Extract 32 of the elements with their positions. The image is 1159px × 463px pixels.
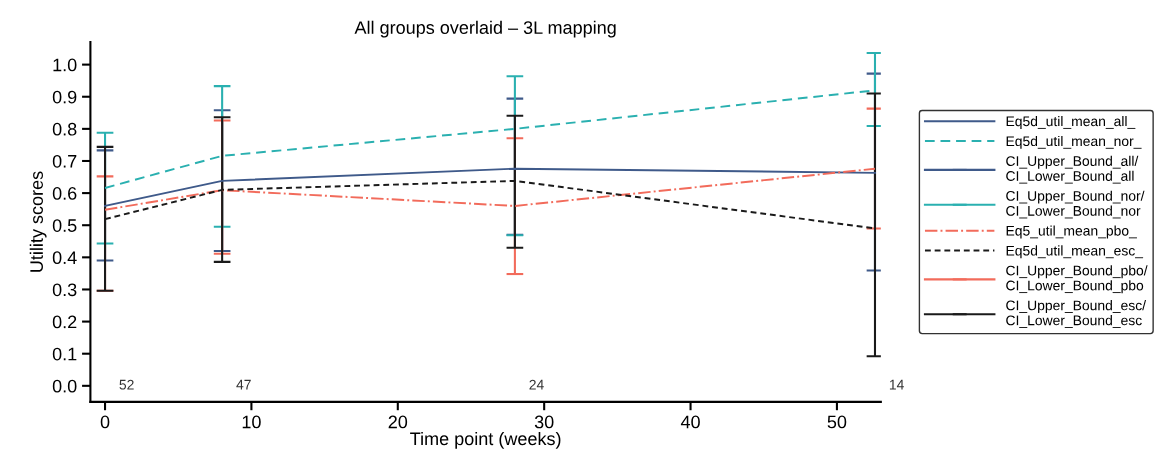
x-tick-label: 20 [388, 415, 408, 429]
y-tick-label: 1.0 [53, 58, 77, 72]
legend-label: Eq5d_util_mean_all_ [1006, 115, 1136, 129]
legend-label: CI_Upper_Bound_all/ CI_Lower_Bound_all [1006, 155, 1139, 184]
x-tick-label: 0 [100, 415, 110, 429]
x-axis-title: Time point (weeks) [410, 431, 561, 449]
y-tick-label: 0.7 [52, 154, 77, 168]
legend-label: Eq5d_util_mean_esc_ [1006, 245, 1144, 259]
legend-label: CI_Upper_Bound_pbo/ CI_Lower_Bound_pbo [1006, 265, 1148, 294]
y-tick-label: 0.9 [52, 90, 77, 104]
y-tick-label: 0.6 [52, 187, 77, 200]
x-tick-label: 50 [827, 415, 847, 429]
annotation: 52 [119, 379, 134, 390]
y-tick-label: 0.5 [52, 219, 77, 232]
legend-label: Eq5d_util_mean_nor_ [1006, 135, 1142, 149]
legend-label: CI_Upper_Bound_nor/ CI_Lower_Bound_nor [1006, 190, 1145, 219]
y-tick-label: 0.2 [52, 315, 77, 329]
y-tick-label: 0.3 [52, 283, 77, 297]
y-tick-label: 0.0 [52, 379, 77, 393]
y-axis-title: Utility scores [29, 171, 47, 272]
annotation: 24 [529, 379, 544, 390]
chart-title: All groups overlaid – 3L mapping [354, 20, 616, 38]
x-tick-label: 40 [680, 415, 700, 429]
x-tick-label: 10 [242, 415, 261, 429]
annotation: 47 [236, 379, 251, 390]
y-tick-label: 0.8 [52, 122, 77, 136]
y-tick-label: 0.1 [52, 347, 77, 361]
legend-label: Eq5_util_mean_pbo_ [1006, 225, 1137, 239]
x-tick-label: 30 [534, 415, 554, 429]
text: 14 [889, 379, 904, 390]
legend-label: CI_Upper_Bound_esc/ CI_Lower_Bound_esc [1006, 300, 1147, 328]
y-tick-label: 0.4 [52, 251, 77, 265]
